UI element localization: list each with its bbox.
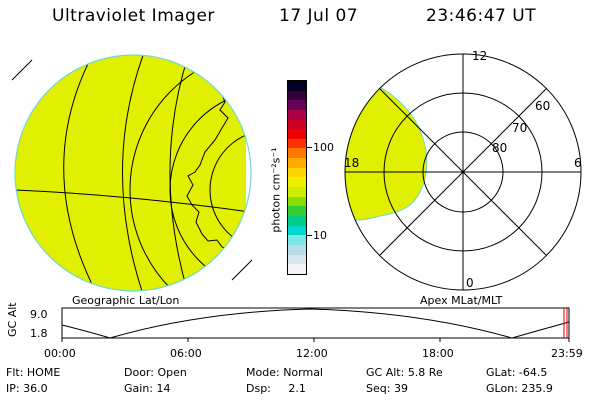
mlt-label-6: 6 — [574, 156, 582, 170]
timeline-tick-1800: 18:00 — [422, 347, 454, 360]
colorbar-segment — [288, 119, 306, 130]
colorbar-segment — [288, 90, 306, 101]
geographic-image-panel — [11, 54, 253, 292]
uv-fill — [15, 55, 246, 291]
coastline-north — [227, 69, 241, 109]
geo-grid — [15, 55, 251, 291]
colorbar-segment — [288, 215, 306, 226]
gc-altitude-curve — [61, 308, 570, 339]
status-seq: Seq: 39 — [366, 382, 408, 395]
colorbar-segment — [288, 206, 306, 216]
diagonal-mark-top — [11, 59, 33, 81]
geographic-caption: Geographic Lat/Lon — [72, 294, 180, 307]
diagonal-mark-bottom — [231, 259, 253, 281]
status-flt: Flt: HOME — [6, 366, 61, 379]
mlt-label-18: 18 — [344, 156, 359, 170]
timeline-axis-label: GC Alt — [6, 302, 19, 337]
colorbar-segment — [288, 81, 306, 91]
colorbar-segment — [288, 264, 306, 274]
coastline — [186, 94, 247, 253]
status-mode: Mode: Normal — [246, 366, 323, 379]
mlt-label-0: 0 — [466, 276, 474, 290]
colorbar-segment — [288, 100, 306, 110]
colorbar-unit-label: photon cm⁻²s⁻¹ — [269, 147, 283, 233]
timeline-tick-1200: 12:00 — [296, 347, 328, 360]
orbit-timeline — [61, 307, 570, 342]
timeline-tick-0000: 00:00 — [44, 347, 76, 360]
instrument-title: Ultraviolet Imager — [52, 6, 215, 26]
colorbar-segment — [288, 177, 306, 188]
colorbar-tick-10: 10 — [313, 229, 327, 242]
status-door: Door: Open — [124, 366, 187, 379]
status-gain: Gain: 14 — [124, 382, 171, 395]
polar-uv-region — [345, 83, 428, 221]
colorbar-segment — [288, 187, 306, 197]
status-ip: IP: 36.0 — [6, 382, 48, 395]
status-glat: GLat: -64.5 — [486, 366, 548, 379]
mlt-label-12: 12 — [472, 49, 487, 63]
apex-caption: Apex MLat/MLT — [420, 294, 503, 307]
geo-disk-edge — [14, 54, 252, 292]
mlat-label-60: 60 — [535, 99, 550, 113]
colorbar-tickmark-100 — [307, 147, 312, 148]
date-label: 17 Jul 07 — [279, 6, 359, 26]
colorbar-segment — [288, 167, 306, 178]
status-glon: GLon: 235.9 — [486, 382, 553, 395]
colorbar-segment — [288, 225, 306, 236]
colorbar-segment — [288, 148, 306, 159]
polar-grid — [344, 53, 582, 291]
colorbar — [287, 80, 307, 275]
colorbar-segment — [288, 158, 306, 168]
colorbar-segment — [288, 254, 306, 265]
polar-plot: 12 18 6 0 60 70 80 — [344, 49, 582, 291]
colorbar-segment — [288, 129, 306, 139]
timeline-tick-2359: 23:59 — [551, 347, 583, 360]
timeline-tickmarks — [61, 338, 570, 342]
time-label: 23:46:47 UT — [426, 6, 537, 26]
colorbar-segment — [288, 196, 306, 207]
timeline-tick-0600: 06:00 — [170, 347, 202, 360]
colorbar-segment — [288, 138, 306, 149]
geo-disk — [15, 55, 251, 291]
colorbar-tick-100: 100 — [313, 141, 334, 154]
mlat-label-70: 70 — [512, 121, 527, 135]
status-gc-alt: GC Alt: 5.8 Re — [366, 366, 443, 379]
colorbar-segment — [288, 109, 306, 120]
colorbar-segment — [288, 244, 306, 255]
mlat-label-80: 80 — [492, 141, 507, 155]
timeline-ymax: 9.0 — [30, 308, 48, 321]
timeline-frame — [61, 307, 570, 339]
status-dsp: Dsp: 2.1 — [246, 382, 306, 395]
colorbar-tickmark-10 — [307, 235, 312, 236]
timeline-ymin: 1.8 — [30, 327, 48, 340]
colorbar-segment — [288, 235, 306, 245]
